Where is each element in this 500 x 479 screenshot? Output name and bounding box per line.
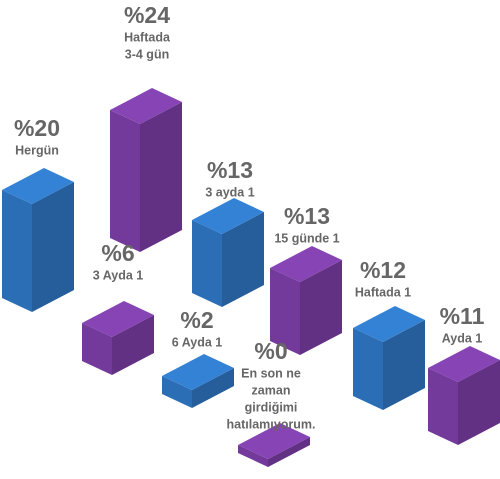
bar-right-face <box>268 437 310 467</box>
bar-top-face <box>2 168 74 204</box>
bar-left-face <box>270 268 300 355</box>
category-label: 3 Ayda 1 <box>93 268 144 282</box>
bar-left-face <box>192 220 222 307</box>
value-label: %2 <box>180 307 213 333</box>
value-label: %13 <box>207 157 253 183</box>
bar-top-face <box>238 423 310 459</box>
bar-right-face <box>458 360 500 445</box>
category-label: 15 günde 1 <box>274 231 339 245</box>
bar-right-face <box>192 368 234 408</box>
category-label: Hergün <box>15 143 59 157</box>
category-label: zaman <box>252 383 291 397</box>
bar-top-face <box>192 198 264 234</box>
bar-right-face <box>32 182 74 312</box>
bar-left-face <box>82 323 112 375</box>
value-label: %11 <box>440 303 485 329</box>
bar-top-face <box>270 246 342 282</box>
category-label: hatılamıyorum. <box>227 417 316 431</box>
bar-left-face <box>162 376 192 408</box>
bar-right-face <box>112 315 154 375</box>
bar-right-face <box>222 212 264 307</box>
value-label: %12 <box>360 257 406 283</box>
bar-left-face <box>428 368 458 445</box>
bar-top-face <box>353 306 425 342</box>
category-label: En son ne <box>241 366 301 380</box>
bar-top-face <box>82 301 154 337</box>
bar-top-face <box>428 346 500 382</box>
bar-right-face <box>300 260 342 355</box>
category-label: 3-4 gün <box>125 47 169 61</box>
value-label: %0 <box>254 338 287 364</box>
category-label: girdiğimi <box>245 400 298 414</box>
bar-left-face <box>2 190 32 312</box>
bar-top-face <box>110 88 182 124</box>
value-label: %20 <box>14 115 60 141</box>
category-label: Ayda 1 <box>442 331 483 345</box>
bar-left-face <box>238 445 268 467</box>
value-label: %24 <box>124 2 170 28</box>
value-label: %13 <box>284 203 330 229</box>
category-label: 3 ayda 1 <box>205 185 254 199</box>
category-label: Haftada 1 <box>355 285 411 299</box>
bar-right-face <box>383 320 425 410</box>
bar-right-face <box>140 102 182 252</box>
category-label: Haftada <box>124 30 171 44</box>
bar-top-face <box>162 354 234 390</box>
bar-left-face <box>110 110 140 252</box>
bar-left-face <box>353 328 383 410</box>
value-label: %6 <box>101 240 134 266</box>
category-label: 6 Ayda 1 <box>172 335 223 349</box>
